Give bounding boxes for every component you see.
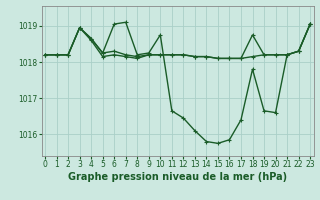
X-axis label: Graphe pression niveau de la mer (hPa): Graphe pression niveau de la mer (hPa) (68, 172, 287, 182)
